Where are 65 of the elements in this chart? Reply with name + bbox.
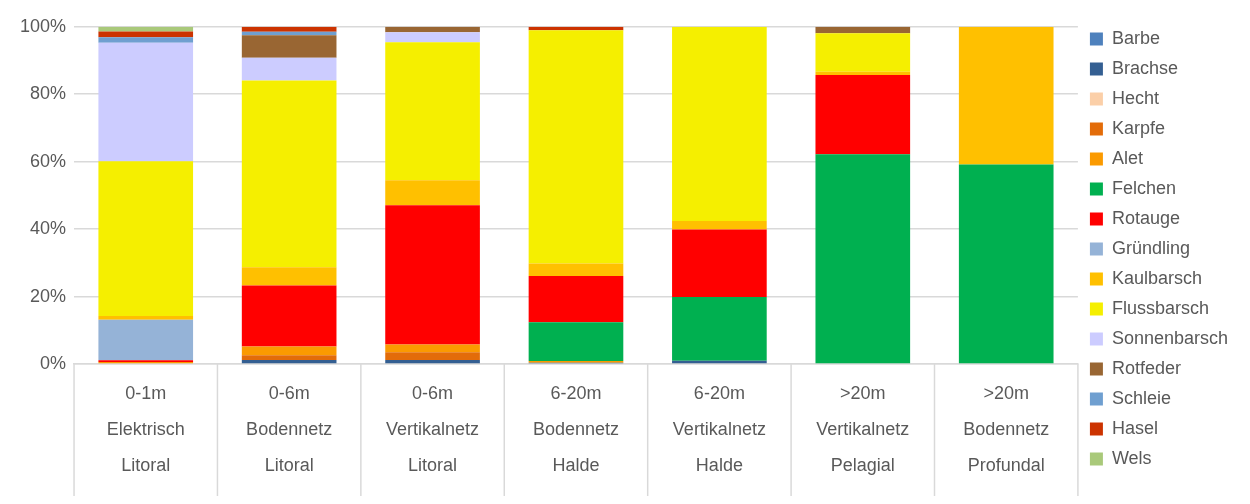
legend-label: Hasel xyxy=(1111,417,1158,438)
bar xyxy=(385,32,480,43)
legend-label: Wels xyxy=(1111,447,1152,468)
legend-label: Alet xyxy=(1111,147,1143,168)
bar xyxy=(98,161,194,317)
bar xyxy=(241,80,337,268)
bar xyxy=(528,30,624,264)
y-tick-label: 60% xyxy=(30,150,67,171)
bar xyxy=(672,296,767,361)
y-tick-label: 40% xyxy=(30,218,67,239)
bar xyxy=(815,154,911,364)
legend-label: Kaulbarsch xyxy=(1111,267,1202,288)
legend-label: Brachse xyxy=(1111,57,1178,78)
y-tick-label: 100% xyxy=(19,15,67,36)
bar xyxy=(528,322,624,361)
legend-label: Felchen xyxy=(1111,177,1176,198)
legend-label: Gründling xyxy=(1111,237,1190,258)
bar xyxy=(385,359,480,364)
bar xyxy=(815,75,911,155)
bar xyxy=(241,346,337,356)
x-tick-label: 6-20m Bodennetz Halde xyxy=(532,382,620,475)
bar xyxy=(672,221,767,230)
legend-label: Rotauge xyxy=(1111,207,1180,228)
x-tick-label: 6-20m Vertikalnetz Halde xyxy=(672,382,766,475)
legend-label: Barbe xyxy=(1111,27,1160,48)
legend-label: Flussbarsch xyxy=(1111,297,1209,318)
bar xyxy=(241,355,337,360)
bar xyxy=(528,275,624,323)
bar xyxy=(672,229,767,297)
bar xyxy=(98,319,194,361)
legend-label: Hecht xyxy=(1111,87,1159,108)
legend-label: Karpfe xyxy=(1111,117,1165,138)
legend-label: Schleie xyxy=(1111,387,1171,408)
bar xyxy=(241,26,337,32)
bar xyxy=(672,26,767,222)
bar xyxy=(98,316,194,320)
legend-label: Sonnenbarsch xyxy=(1111,327,1229,348)
bar xyxy=(241,267,337,286)
bar xyxy=(958,26,1054,165)
bar xyxy=(98,37,194,43)
bar xyxy=(385,26,480,33)
bar xyxy=(241,57,337,81)
bar xyxy=(385,344,480,353)
bar xyxy=(385,352,480,360)
bar xyxy=(815,33,911,72)
x-tick-label: 0-1m Elektrisch Litoral xyxy=(106,382,185,475)
y-tick-label: 0% xyxy=(40,352,67,373)
y-tick-label: 80% xyxy=(30,83,67,104)
bar xyxy=(385,180,480,206)
bar xyxy=(385,205,480,345)
x-tick-label: 0-6m Vertikalnetz Litoral xyxy=(386,382,480,475)
y-tick-label: 20% xyxy=(30,285,67,306)
x-tick-label: >20m Bodennetz Profundal xyxy=(963,382,1050,475)
legend-label: Rotfeder xyxy=(1111,357,1181,378)
bar xyxy=(385,42,480,181)
bar xyxy=(98,26,194,32)
bar xyxy=(241,359,337,364)
bar xyxy=(958,164,1054,364)
bar xyxy=(528,263,624,276)
bar xyxy=(241,285,337,347)
x-tick-label: 0-6m Bodennetz Litoral xyxy=(246,382,333,475)
x-tick-label: >20m Vertikalnetz Pelagial xyxy=(816,382,910,475)
bar xyxy=(98,42,194,162)
bar xyxy=(815,26,911,34)
bar xyxy=(241,35,337,58)
